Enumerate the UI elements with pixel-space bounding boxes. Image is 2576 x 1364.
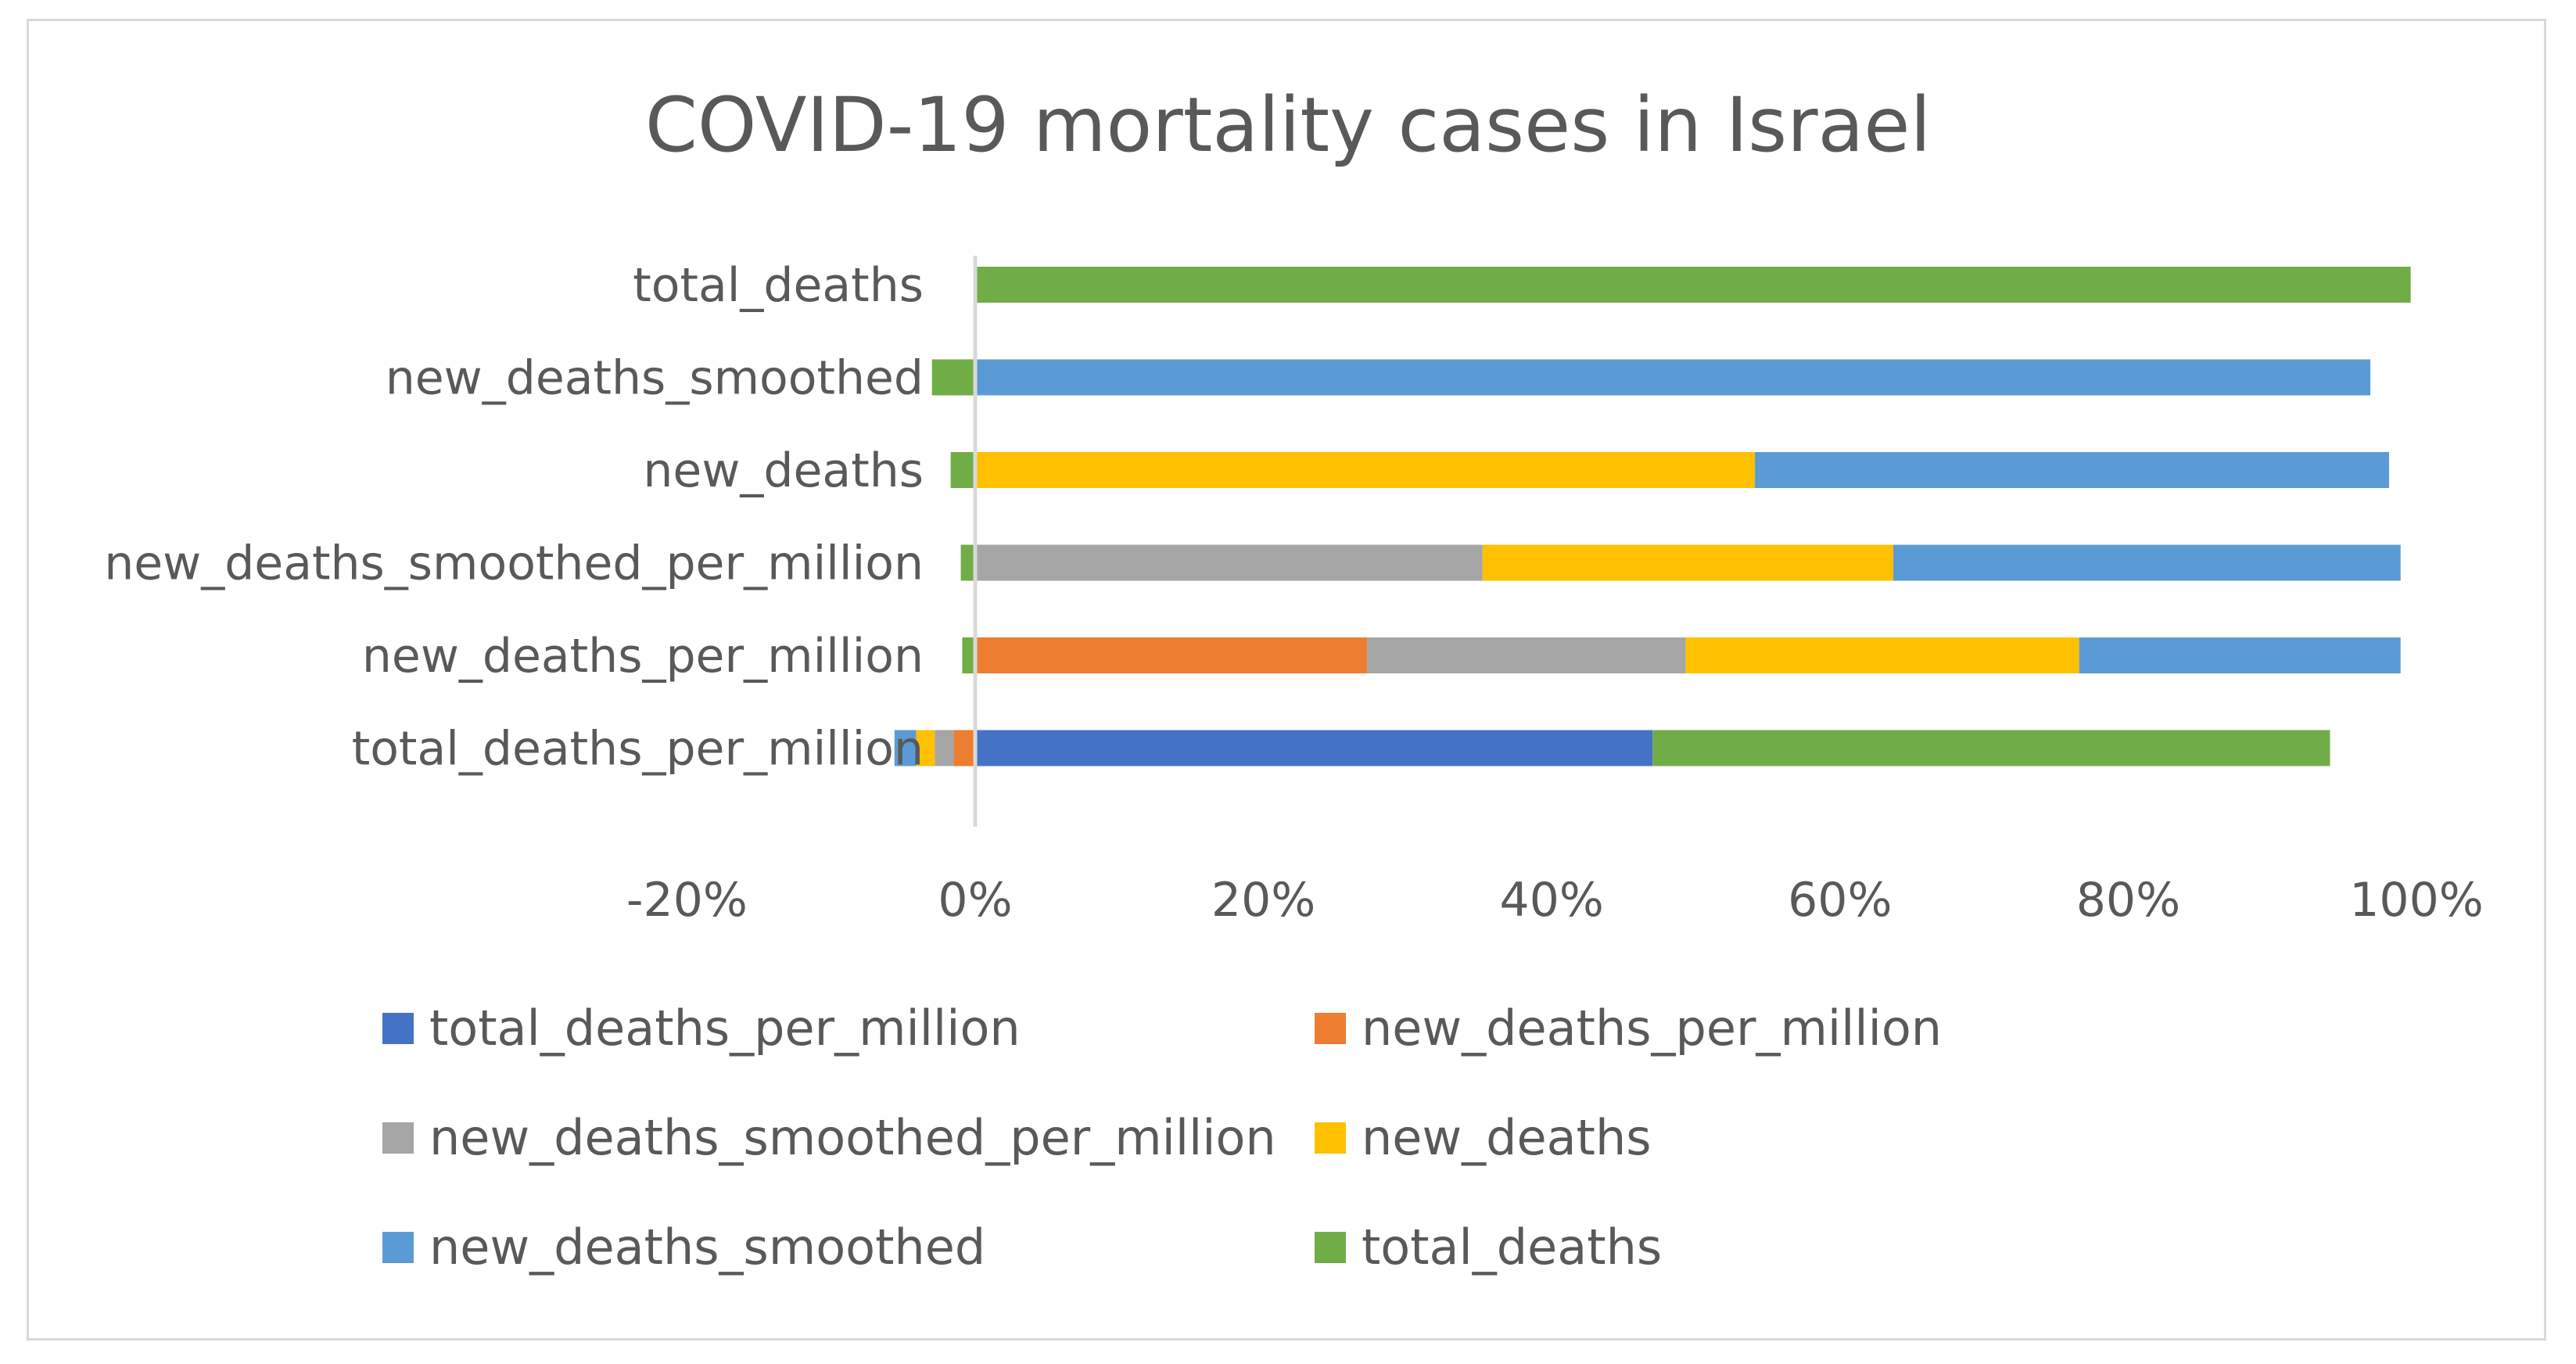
bar-new_deaths_per_million-new_deaths_smoothed (2079, 637, 2401, 673)
legend-label-new_deaths_smoothed_per_million: new_deaths_smoothed_per_million (429, 1109, 1276, 1166)
category-label-new_deaths_smoothed: new_deaths_smoothed (386, 351, 924, 406)
bar-total_deaths_per_million-new_deaths_smoothed (894, 730, 917, 766)
legend-label-new_deaths_per_million: new_deaths_per_million (1362, 1000, 1942, 1057)
bar-new_deaths_per_million-new_deaths_per_million (975, 637, 1368, 673)
bar-total_deaths_per_million-new_deaths_per_million (953, 730, 975, 766)
legend-swatch-new_deaths_smoothed (382, 1232, 414, 1263)
x-tick-label: -20% (626, 873, 748, 928)
category-label-new_deaths: new_deaths (643, 443, 924, 498)
bar-new_deaths_per_million-new_deaths_smoothed_per_million (1367, 637, 1686, 673)
x-tick-label: 0% (938, 873, 1012, 928)
legend-label-new_deaths: new_deaths (1362, 1109, 1652, 1166)
legend-swatch-total_deaths_per_million (382, 1013, 414, 1044)
bar-total_deaths_per_million-total_deaths (1652, 730, 2330, 766)
chart-title: COVID-19 mortality cases in Israel (645, 81, 1931, 169)
x-tick-labels: -20% 0% 20% 40% 60% 80% 100% (626, 873, 2484, 928)
category-label-total_deaths_per_million: total_deaths_per_million (352, 722, 924, 777)
x-tick-label: 60% (1788, 873, 1892, 928)
x-tick-label: 40% (1500, 873, 1604, 928)
bar-total_deaths-total_deaths (975, 267, 2411, 303)
legend-swatch-new_deaths (1315, 1122, 1346, 1154)
chart-svg: COVID-19 mortality cases in Israel total… (104, 81, 2484, 1276)
legend-label-total_deaths_per_million: total_deaths_per_million (429, 1000, 1021, 1057)
bars-layer (894, 267, 2411, 766)
category-label-total_deaths: total_deaths (633, 258, 924, 313)
bar-new_deaths_per_million-total_deaths (962, 637, 975, 673)
legend-swatch-new_deaths_smoothed_per_million (382, 1122, 414, 1154)
bar-new_deaths-new_deaths (975, 452, 1756, 488)
legend-swatch-total_deaths (1315, 1232, 1346, 1263)
bar-total_deaths_per_million-new_deaths_smoothed_per_million (935, 730, 954, 766)
bar-new_deaths_smoothed-new_deaths_smoothed (975, 359, 2371, 396)
bar-new_deaths_smoothed_per_million-new_deaths_smoothed_per_million (975, 544, 1483, 581)
category-labels: total_deaths_per_million new_deaths_per_m… (104, 258, 924, 777)
bar-new_deaths_smoothed-total_deaths (931, 359, 975, 396)
bar-new_deaths_smoothed_per_million-new_deaths (1482, 544, 1893, 581)
legend-swatch-new_deaths_per_million (1315, 1013, 1346, 1044)
bar-new_deaths-new_deaths_smoothed (1755, 452, 2389, 488)
legend-label-total_deaths: total_deaths (1362, 1219, 1662, 1276)
bar-total_deaths_per_million-total_deaths_per_million (975, 730, 1653, 766)
x-tick-label: 100% (2349, 873, 2484, 928)
bar-new_deaths-total_deaths (950, 452, 975, 488)
legend: total_deaths_per_million new_deaths_per_m… (382, 1000, 1942, 1276)
x-tick-label: 80% (2076, 873, 2180, 928)
bar-new_deaths_smoothed_per_million-new_deaths_smoothed (1893, 544, 2401, 581)
bar-new_deaths_per_million-new_deaths (1685, 637, 2079, 673)
chart-frame: COVID-19 mortality cases in Israel total… (27, 19, 2546, 1341)
bar-total_deaths_per_million-new_deaths (916, 730, 935, 766)
bar-new_deaths_smoothed_per_million-total_deaths (960, 544, 975, 581)
legend-label-new_deaths_smoothed: new_deaths_smoothed (429, 1219, 985, 1276)
category-label-new_deaths_smoothed_per_million: new_deaths_smoothed_per_million (104, 537, 924, 591)
category-label-new_deaths_per_million: new_deaths_per_million (362, 629, 924, 684)
x-tick-label: 20% (1211, 873, 1315, 928)
